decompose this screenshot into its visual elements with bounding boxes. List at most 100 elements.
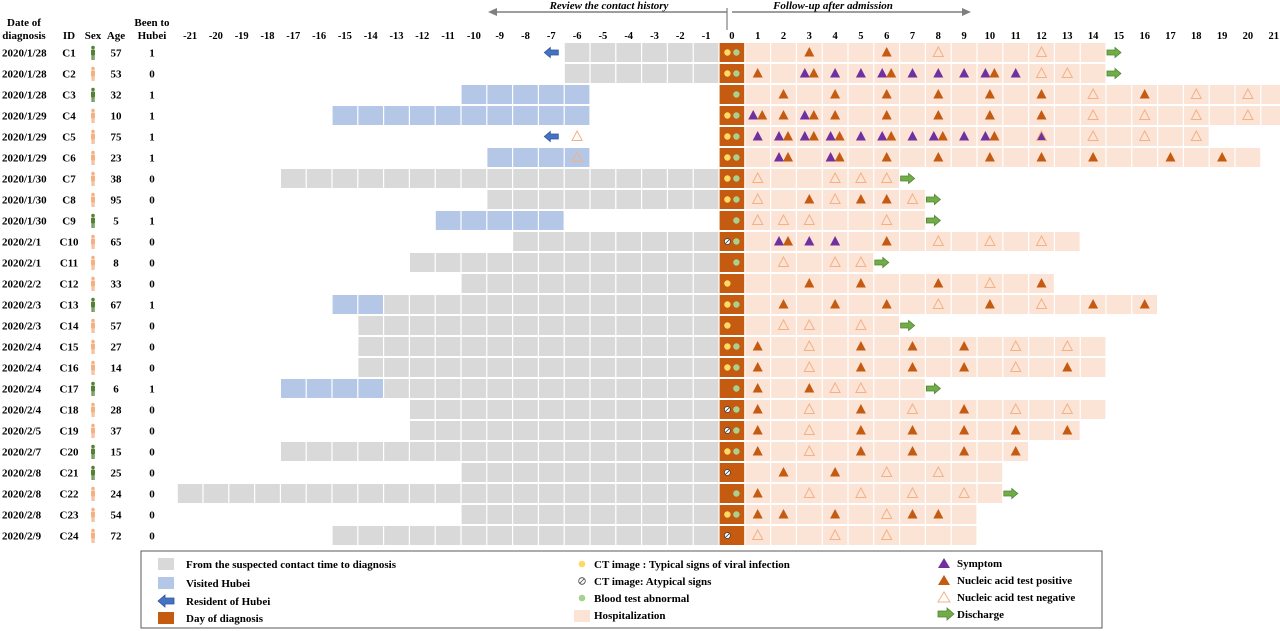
day-axis: -21 -20 -19 -18 -17 -16 -15 -14 -13 -12 -11 -10 -9 -8… xyxy=(183,31,1279,42)
patient-rows: 2020/1/28 C1 57 1 2020/1/28 C2 53 0 2020/1/28 C3 3… xyxy=(2,43,1280,545)
blood-abnormal-dot xyxy=(733,154,740,161)
hospitalization-cell xyxy=(797,400,822,419)
ct-typical-dot xyxy=(724,280,731,287)
contact-period-cell xyxy=(693,64,719,83)
visited-hubei-cell xyxy=(487,211,512,230)
person-body xyxy=(91,133,95,140)
blood-abnormal-dot xyxy=(733,175,740,182)
hospitalization-cell xyxy=(900,148,925,167)
hospitalization-cell xyxy=(1106,295,1132,314)
symptom-triangle xyxy=(825,131,836,141)
contact-period-cell xyxy=(693,400,719,419)
contact-period-cell xyxy=(487,463,512,482)
positive-test-triangle xyxy=(881,110,892,120)
hospitalization-cell xyxy=(1003,295,1028,314)
hospitalization-cell xyxy=(848,505,874,524)
positive-test-triangle xyxy=(757,110,768,120)
hospitalization-cell xyxy=(926,358,951,377)
contact-period-cell xyxy=(513,337,538,356)
hospitalization-cell xyxy=(1080,64,1106,83)
contact-period-cell xyxy=(539,505,564,524)
negative-test-triangle xyxy=(1061,339,1074,351)
contact-period-cell xyxy=(668,484,693,503)
hospitalization-cell xyxy=(900,400,925,419)
hospitalization-cell xyxy=(797,148,822,167)
hospitalization-cell xyxy=(797,211,822,230)
diagnosis-day-cell xyxy=(719,484,745,503)
positive-test-triangle xyxy=(933,509,944,519)
ct-typical-dot xyxy=(724,448,731,455)
hospitalization-cell xyxy=(1003,274,1028,293)
visited-hubei-cell xyxy=(539,85,564,104)
negative-test-triangle xyxy=(1035,45,1048,57)
contact-period-cell xyxy=(435,379,461,398)
contact-period-cell xyxy=(668,169,693,188)
contact-period-cell xyxy=(616,295,641,314)
person-leg xyxy=(93,349,95,354)
hubei-cell: 1 xyxy=(149,216,155,228)
blood-abnormal-dot xyxy=(733,238,740,245)
positive-test-triangle xyxy=(855,362,866,372)
person-leg xyxy=(93,139,95,144)
symptom-triangle xyxy=(748,110,759,120)
contact-period-cell xyxy=(616,316,641,335)
hospitalization-cell xyxy=(977,43,1003,62)
contact-period-cell xyxy=(177,484,203,503)
hospitalization-cell xyxy=(745,316,770,335)
person-leg xyxy=(91,496,93,501)
age-cell: 72 xyxy=(111,531,123,543)
contact-period-cell xyxy=(539,421,564,440)
positive-test-triangle xyxy=(959,341,970,351)
followup-title: Follow-up after admission xyxy=(772,0,893,12)
hospitalization-cell xyxy=(848,379,874,398)
symptom-triangle xyxy=(799,131,810,141)
positive-test-triangle xyxy=(984,152,995,162)
hospitalization-cell xyxy=(900,274,925,293)
contact-period-cell xyxy=(358,358,383,377)
negative-test-triangle xyxy=(751,528,764,540)
age-cell: 53 xyxy=(111,69,123,81)
hospitalization-cell xyxy=(797,337,822,356)
contact-period-cell xyxy=(435,421,461,440)
ct-typical-dot xyxy=(724,343,731,350)
positive-test-triangle xyxy=(1036,278,1047,288)
contact-period-cell xyxy=(461,169,487,188)
hospitalization-cell xyxy=(1055,337,1080,356)
positive-test-triangle xyxy=(752,68,763,78)
person-leg xyxy=(93,454,95,459)
contact-period-cell xyxy=(616,526,641,545)
negative-test-triangle xyxy=(1242,87,1254,99)
hospitalization-cell xyxy=(1055,43,1080,62)
age-cell: 54 xyxy=(111,510,123,522)
hubei-cell: 1 xyxy=(149,153,155,165)
day-label: -19 xyxy=(235,31,249,42)
positive-test-triangle xyxy=(808,68,819,78)
id-cell: C13 xyxy=(60,300,79,312)
person-leg xyxy=(93,391,95,396)
contact-period-cell xyxy=(461,442,487,461)
hospitalization-cell xyxy=(1029,295,1054,314)
diagnosis-day-cell xyxy=(719,400,745,419)
hospitalization-cell xyxy=(874,316,899,335)
symptom-triangle xyxy=(855,68,866,78)
contact-period-cell xyxy=(410,526,435,545)
hospitalization-cell xyxy=(926,232,951,251)
hospitalization-cell xyxy=(771,400,796,419)
hospitalization-cell xyxy=(977,421,1003,440)
male-person-icon xyxy=(91,297,95,312)
patient-row-C8: 2020/1/30 C8 95 0 xyxy=(2,190,942,209)
positive-test-triangle xyxy=(886,131,897,141)
contact-period-cell xyxy=(642,379,667,398)
person-leg xyxy=(91,391,93,396)
hospitalization-cell xyxy=(822,379,848,398)
positive-test-triangle xyxy=(855,194,866,204)
person-body xyxy=(91,301,95,308)
hospitalization-cell xyxy=(1106,85,1132,104)
symptom-triangle xyxy=(933,68,944,78)
hospitalization-cell xyxy=(926,127,951,146)
legend-discharge-arrow-icon xyxy=(937,607,955,621)
contact-period-cell xyxy=(384,442,409,461)
symptom-triangle xyxy=(804,236,815,246)
positive-test-triangle xyxy=(1217,152,1228,162)
positive-test-triangle xyxy=(881,194,892,204)
